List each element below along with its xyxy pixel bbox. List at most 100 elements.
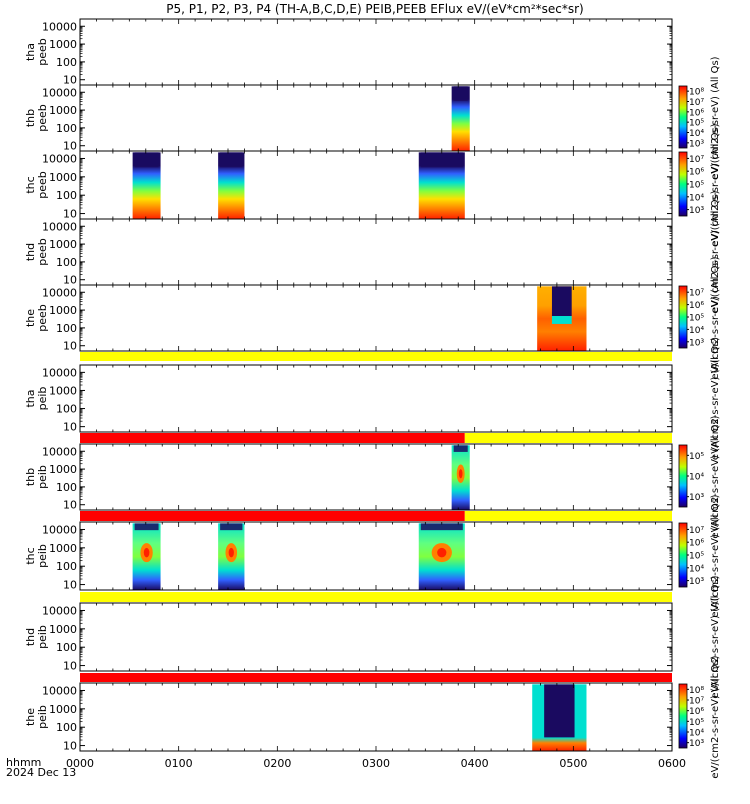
status-bar-tha_peib-0 — [80, 433, 465, 443]
y-tick-label-thc_peib-1: 100 — [56, 560, 77, 573]
colorbar-tick-label-thb_peeb-5: 10⁸ — [689, 88, 704, 98]
spectrogram-core-thc_peib-2 — [437, 547, 447, 558]
x-tick-label-6: 0600 — [658, 757, 686, 770]
y-tick-label-thd_peib-3: 10000 — [42, 604, 77, 617]
y-tick-label-thb_peeb-3: 10000 — [42, 86, 77, 99]
spectrogram-top-thc_peib-1 — [220, 523, 243, 531]
colorbar-tick-label-thb_peib-2: 10⁵ — [689, 452, 704, 462]
panel-frame-tha_peeb — [79, 18, 673, 86]
y-tick-label-thb_peeb-0: 10 — [63, 140, 77, 153]
colorbar-label-thd_peeb: eV/(cm2-s-sr-eV) (All Qs) — [710, 190, 721, 313]
colorbar-tick-label-thc_peeb-0: 10³ — [689, 206, 704, 216]
colorbar-tick-label-thc_peib-2: 10⁵ — [689, 552, 704, 562]
y-tick-label-thc_peeb-1: 100 — [56, 189, 77, 202]
panel-label-probe-tha_peib: tha — [24, 389, 37, 407]
x-tick-label-1: 0100 — [165, 757, 193, 770]
panel-label-product-thd_peeb: peeb — [36, 238, 49, 266]
colorbar-label-tha_peib: eV/(cm2-s-sr-eV) (All Qs) — [710, 337, 721, 460]
y-tick-label-tha_peib-0: 10 — [63, 421, 77, 434]
y-tick-label-thc_peib-0: 10 — [63, 579, 77, 592]
status-bar-the_peeb-0 — [80, 352, 672, 361]
colorbar-thb_peeb — [678, 85, 688, 149]
y-tick-label-the_peeb-2: 1000 — [49, 304, 77, 317]
colorbar-tick-label-thc_peeb-3: 10⁶ — [689, 168, 704, 178]
y-tick-label-thc_peeb-2: 1000 — [49, 171, 77, 184]
y-tick-label-tha_peib-1: 100 — [56, 403, 77, 416]
status-bar-thb_peib-1 — [464, 511, 672, 521]
y-tick-label-thc_peib-2: 1000 — [49, 542, 77, 555]
colorbar-tick-label-thb_peeb-2: 10⁵ — [689, 119, 704, 129]
spectrogram-block-thb_peeb-0 — [451, 86, 470, 151]
panel-label-product-thc_peeb: peeb — [36, 171, 49, 199]
colorbar-tick-label-thc_peeb-4: 10⁷ — [689, 155, 704, 165]
y-tick-label-tha_peeb-0: 10 — [63, 74, 77, 87]
colorbar-label-thb_peib: eV/(cm2-s-sr-eV) (All Qs) — [710, 415, 721, 538]
spectrogram-top-thc_peeb-2 — [420, 152, 463, 168]
status-bar-tha_peib-1 — [464, 433, 672, 443]
y-tick-label-thd_peib-1: 100 — [56, 641, 77, 654]
colorbar-tick-label-thb_peeb-3: 10⁶ — [689, 108, 704, 118]
spectrogram-core-thb_peib-0 — [458, 469, 463, 479]
colorbar-thc_peeb — [678, 151, 688, 217]
panel-label-probe-thd_peeb: thd — [24, 243, 37, 261]
spectrogram-core-thc_peib-0 — [143, 547, 150, 558]
colorbar-label-thb_peeb: eV/(cm2-s-sr-eV) (All Qs) — [710, 56, 721, 179]
panel-frame-thb_peib — [79, 443, 673, 511]
colorbar-tick-label-thb_peeb-0: 10³ — [689, 139, 704, 149]
y-tick-label-thd_peeb-1: 100 — [56, 256, 77, 269]
y-tick-label-thd_peib-2: 1000 — [49, 623, 77, 636]
y-tick-label-tha_peib-3: 10000 — [42, 366, 77, 379]
y-tick-label-the_peib-1: 100 — [56, 721, 77, 734]
y-tick-label-thb_peib-3: 10000 — [42, 445, 77, 458]
y-tick-label-tha_peeb-2: 1000 — [49, 38, 77, 51]
colorbar-label-the_peib: eV/(cm2-s-sr-eV) (All Qs) — [710, 655, 721, 778]
spectrogram-top-thb_peeb-0 — [453, 86, 468, 101]
y-tick-label-thc_peib-3: 10000 — [42, 523, 77, 536]
panel-label-probe-thd_peib: thd — [24, 628, 37, 646]
panel-label-product-thb_peeb: peeb — [36, 104, 49, 132]
colorbar-tick-label-the_peeb-1: 10⁴ — [689, 326, 704, 336]
panel-frame-thc_peeb — [79, 150, 673, 220]
panel-label-product-tha_peib: peib — [36, 387, 49, 411]
y-tick-label-the_peeb-1: 100 — [56, 322, 77, 335]
y-tick-label-the_peib-2: 1000 — [49, 703, 77, 716]
x-tick-label-0: 0000 — [66, 757, 94, 770]
colorbar-tick-label-thb_peeb-1: 10⁴ — [689, 129, 704, 139]
y-tick-label-thb_peeb-2: 1000 — [49, 104, 77, 117]
y-tick-label-the_peib-0: 10 — [63, 740, 77, 753]
spectrogram-edge-the_peeb-0 — [551, 316, 572, 324]
x-axis-label-date: 2024 Dec 13 — [6, 766, 76, 779]
y-tick-label-the_peib-3: 10000 — [42, 684, 77, 697]
panel-label-product-thc_peib: peib — [36, 544, 49, 568]
panel-label-probe-the_peeb: the — [24, 309, 37, 327]
colorbar-tick-label-thb_peib-1: 10⁴ — [689, 473, 704, 483]
x-tick-label-5: 0500 — [559, 757, 587, 770]
panel-label-product-thd_peib: peib — [36, 625, 49, 649]
colorbar-tick-label-the_peeb-4: 10⁷ — [689, 289, 704, 299]
status-bar-thd_peib-0 — [80, 673, 672, 682]
spectrogram-top-thc_peeb-0 — [134, 152, 159, 168]
panel-label-product-tha_peeb: peeb — [36, 38, 49, 66]
y-tick-label-thb_peeb-1: 100 — [56, 122, 77, 135]
y-tick-label-thd_peeb-3: 10000 — [42, 220, 77, 233]
panel-label-product-the_peeb: peeb — [36, 304, 49, 332]
spectrogram-top-thb_peib-0 — [453, 445, 468, 452]
colorbar-tick-label-the_peib-3: 10⁶ — [689, 707, 704, 717]
colorbar-tick-label-thc_peib-1: 10⁴ — [689, 564, 704, 574]
spectrogram-top-thc_peeb-1 — [220, 152, 243, 168]
y-tick-label-thc_peeb-3: 10000 — [42, 152, 77, 165]
colorbar-thb_peib — [678, 444, 688, 508]
y-tick-label-thb_peib-2: 1000 — [49, 463, 77, 476]
colorbar-tick-label-thc_peib-0: 10³ — [689, 577, 704, 587]
colorbar-label-the_peeb: eV/(cm2-s-sr-eV) (All Qs) — [710, 256, 721, 379]
y-tick-label-thc_peeb-0: 10 — [63, 208, 77, 221]
panel-label-probe-the_peib: the — [24, 708, 37, 726]
spectrogram-core-thc_peib-1 — [228, 547, 234, 558]
colorbar-tick-label-the_peib-2: 10⁵ — [689, 718, 704, 728]
colorbar-the_peib — [678, 683, 688, 749]
colorbar-the_peeb — [678, 285, 688, 349]
colorbar-tick-label-thb_peib-0: 10³ — [689, 493, 704, 503]
status-bar-thb_peib-0 — [80, 511, 465, 521]
